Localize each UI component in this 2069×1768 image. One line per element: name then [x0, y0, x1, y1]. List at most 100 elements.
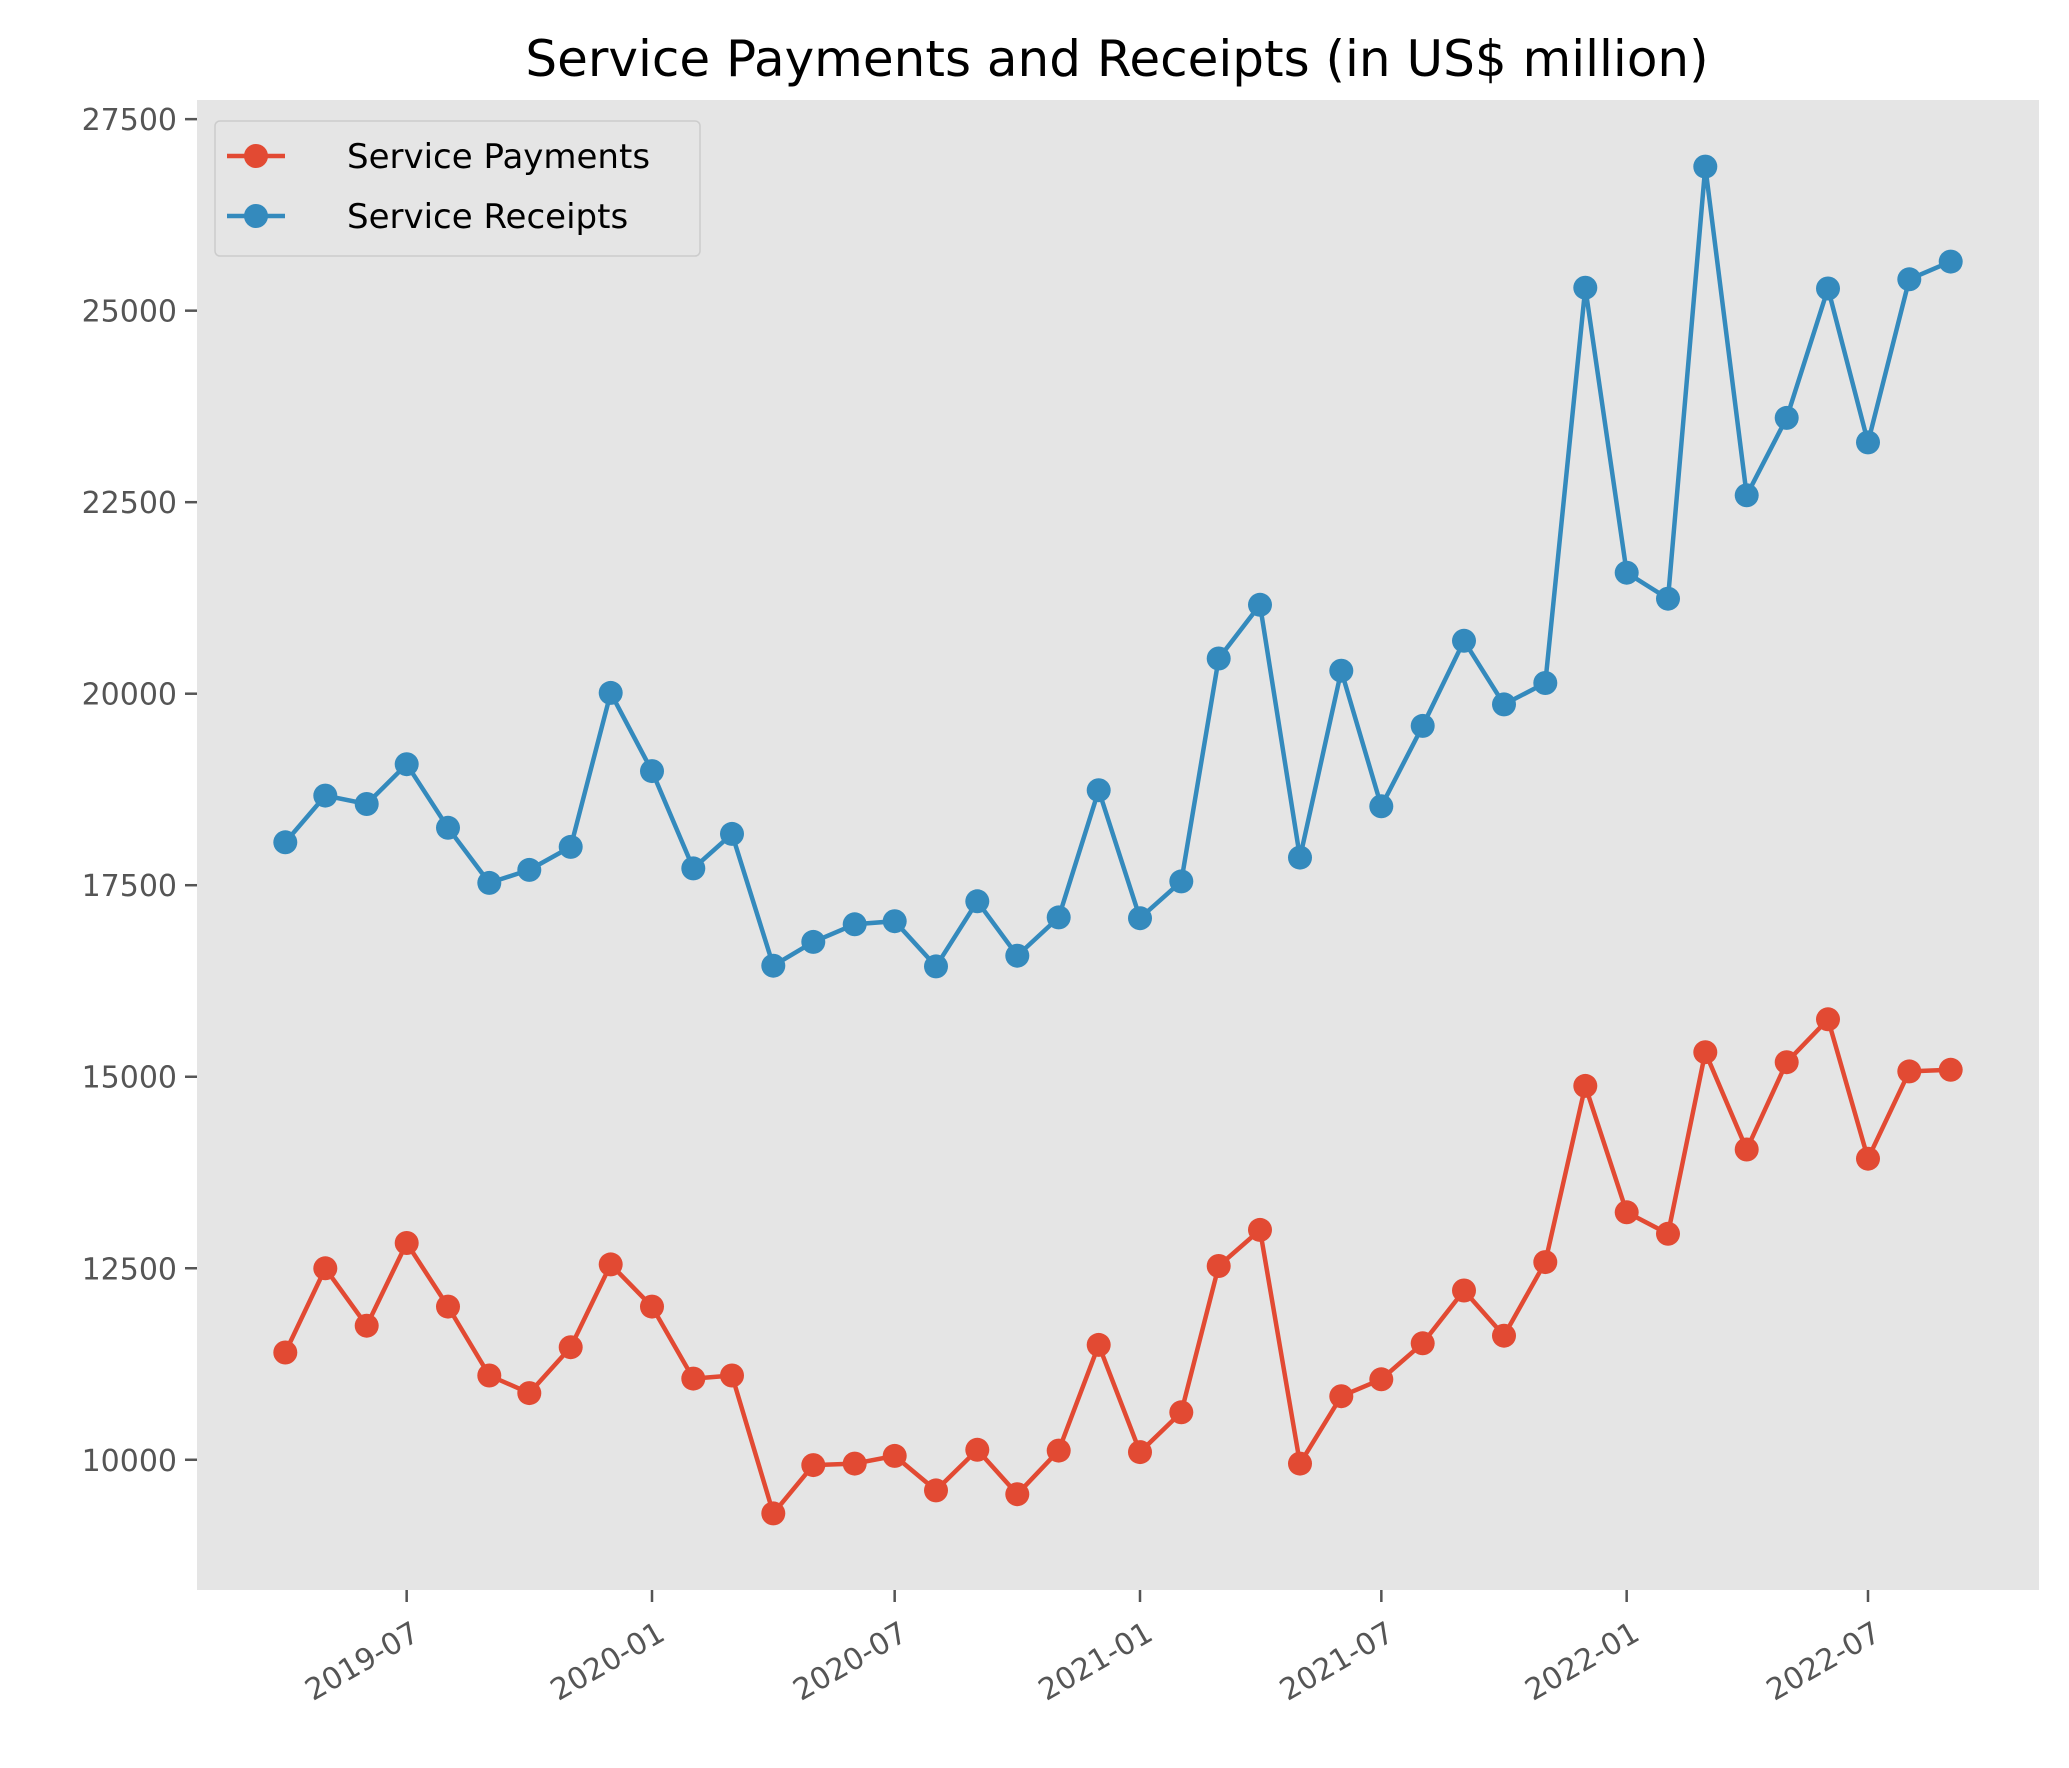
data-point [436, 1294, 460, 1319]
data-point [720, 821, 744, 846]
data-point [1410, 713, 1435, 738]
chart-title: Service Payments and Receipts (in US$ mi… [525, 30, 1708, 88]
data-point [965, 1437, 990, 1462]
data-point [801, 1453, 826, 1478]
data-point [1816, 276, 1840, 301]
data-point [1410, 1331, 1435, 1356]
y-tick-label: 25000 [82, 295, 177, 330]
data-point [598, 680, 623, 705]
data-point [1856, 1146, 1880, 1171]
data-point [354, 792, 379, 816]
data-point [640, 759, 664, 784]
data-point [1086, 778, 1111, 803]
data-point [1452, 1278, 1476, 1303]
data-point [640, 1294, 664, 1319]
data-point [394, 752, 419, 777]
data-point [1046, 1438, 1071, 1463]
data-point [882, 909, 907, 934]
data-point [1128, 906, 1152, 931]
data-point [924, 1478, 948, 1503]
data-point [1369, 794, 1394, 819]
data-point [924, 954, 948, 979]
y-axis: 10000 12500 15000 17500 20000 22500 25000 27500 [82, 103, 197, 1479]
series-layer [273, 154, 1963, 1526]
data-point [1897, 267, 1922, 292]
data-point [354, 1313, 379, 1338]
legend-label: Service Receipts [347, 197, 628, 237]
data-point [1248, 592, 1272, 617]
data-point [1693, 1040, 1718, 1065]
data-point [273, 1340, 298, 1365]
data-point [1533, 671, 1558, 695]
legend-marker [244, 144, 268, 168]
data-point [1656, 1221, 1680, 1246]
data-point [761, 953, 786, 978]
data-point [273, 830, 298, 855]
data-point [882, 1443, 907, 1468]
data-point [1169, 869, 1194, 894]
data-point [1005, 1482, 1030, 1507]
legend-box [214, 120, 701, 257]
data-point [842, 912, 867, 937]
data-point [1734, 483, 1759, 508]
data-point [313, 783, 338, 808]
data-point [1369, 1367, 1394, 1392]
x-tick-label: 2022-07 [1761, 1615, 1887, 1708]
data-point [436, 815, 460, 840]
data-point [1288, 1451, 1312, 1476]
series-service-receipts [273, 154, 1963, 979]
y-tick-label: 20000 [82, 678, 177, 713]
data-point [1046, 905, 1071, 930]
legend-marker [244, 204, 268, 228]
data-point [1734, 1137, 1759, 1162]
data-point [477, 1363, 502, 1388]
legend-item: Service Payments [227, 137, 650, 177]
x-tick-label: 2019-07 [299, 1615, 425, 1708]
y-tick-label: 12500 [82, 1252, 177, 1287]
data-point [517, 857, 542, 882]
data-point [1329, 1384, 1354, 1409]
data-point [1005, 943, 1030, 968]
data-point [477, 870, 502, 895]
x-axis: 2019-07 2020-01 2020-07 2021-01 2021-07 2022-… [299, 1590, 1887, 1708]
data-point [394, 1231, 419, 1255]
data-point [598, 1252, 623, 1277]
data-point [1206, 646, 1231, 671]
data-point [558, 1335, 583, 1360]
data-point [801, 929, 826, 954]
x-tick-label: 2021-07 [1274, 1615, 1400, 1708]
y-tick-label: 17500 [82, 869, 177, 904]
data-point [1614, 560, 1639, 585]
data-point [1492, 1323, 1516, 1348]
data-point [313, 1256, 338, 1281]
data-point [1533, 1250, 1558, 1275]
data-point [1938, 249, 1963, 274]
y-tick-label: 22500 [82, 486, 177, 521]
x-tick-label: 2021-01 [1033, 1615, 1159, 1708]
data-point [1614, 1200, 1639, 1225]
y-tick-label: 27500 [82, 103, 177, 138]
legend: Service Payments Service Receipts [214, 120, 701, 257]
data-point [1573, 1073, 1598, 1098]
data-point [1774, 405, 1799, 430]
data-point [1856, 430, 1880, 455]
data-point [681, 1366, 706, 1391]
data-point [681, 856, 706, 881]
data-point [1897, 1059, 1922, 1084]
data-point [1774, 1050, 1799, 1075]
y-tick-label: 10000 [82, 1444, 177, 1479]
data-point [1329, 658, 1354, 683]
data-point [1169, 1400, 1194, 1425]
data-point [1492, 692, 1516, 717]
legend-label: Service Payments [347, 137, 650, 177]
data-point [1288, 845, 1312, 870]
data-point [1573, 275, 1598, 300]
data-point [1816, 1007, 1840, 1032]
legend-item: Service Receipts [227, 197, 628, 237]
data-point [1938, 1057, 1963, 1082]
data-point [558, 834, 583, 859]
x-tick-label: 2020-01 [545, 1615, 671, 1708]
data-point [1128, 1440, 1152, 1465]
data-point [842, 1451, 867, 1476]
